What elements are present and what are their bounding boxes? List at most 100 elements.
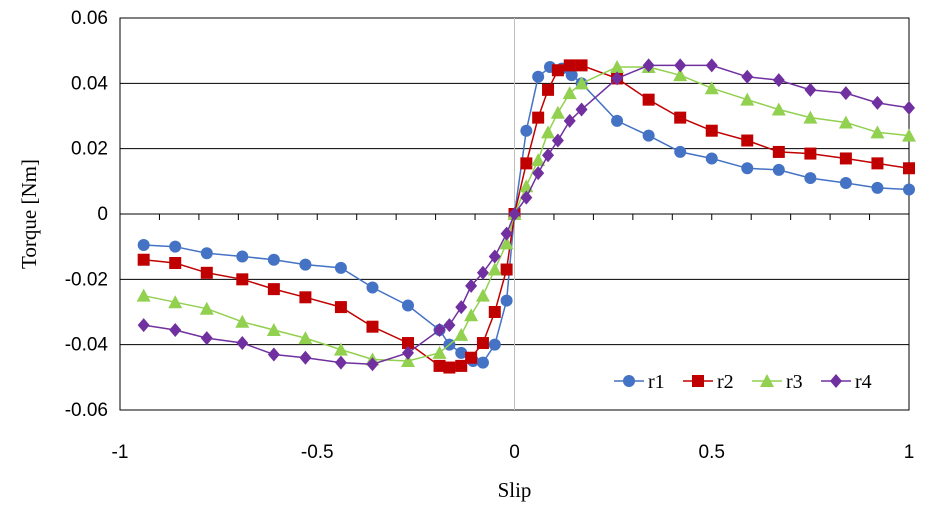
series-line-r3 [143, 66, 910, 362]
data-point-r2 [366, 320, 379, 333]
data-point-r4 [804, 82, 817, 97]
data-point-r2 [532, 111, 545, 124]
data-point-r4 [476, 265, 489, 280]
data-point-r1 [642, 129, 655, 142]
data-point-r4 [137, 318, 150, 333]
data-point-r4 [871, 95, 884, 110]
legend-label: r2 [717, 371, 734, 393]
axes: 0.06 0.04 0.02 0 -0.02 -0.04 -0.06-1 -0.5 0 0.5 1 [65, 8, 915, 463]
x-tick-label: 1 [904, 442, 915, 463]
y-tick-label: 0.06 [71, 8, 108, 29]
data-point-r2 [642, 93, 655, 106]
data-point-r3 [475, 288, 490, 302]
data-point-r3 [235, 314, 250, 328]
data-point-r3 [740, 92, 755, 106]
data-point-r1 [455, 346, 468, 359]
data-point-r4 [642, 58, 655, 73]
x-tick-label: 0.5 [699, 442, 725, 463]
data-point-r4 [366, 357, 379, 372]
data-point-r2 [169, 257, 182, 269]
data-point-r2 [200, 266, 213, 279]
data-point-r3 [298, 331, 313, 345]
legend-item-r2: r2 [683, 371, 734, 393]
data-point-r1 [488, 338, 501, 351]
legend: r1 r2 r3 r4 [614, 371, 872, 393]
data-point-r4 [169, 322, 182, 337]
data-point-r2 [476, 337, 489, 350]
series-r1 [137, 61, 915, 369]
y-tick-label: 0.02 [71, 139, 108, 160]
data-point-r2 [551, 64, 564, 77]
legend-label: r4 [855, 371, 872, 393]
data-point-r1 [520, 124, 533, 137]
data-point-r2 [903, 162, 915, 175]
data-point-r4 [551, 133, 564, 148]
data-point-r3 [168, 295, 183, 309]
data-point-r1 [137, 239, 150, 252]
series-r2 [137, 59, 915, 374]
data-point-r4 [433, 322, 446, 337]
data-point-r3 [803, 110, 818, 124]
data-point-r3 [541, 125, 556, 139]
data-point-r3 [838, 115, 853, 129]
series-r4 [137, 58, 915, 372]
x-tick-label: 0 [509, 442, 520, 463]
data-point-r1 [611, 114, 624, 127]
legend-item-r4: r4 [821, 371, 872, 393]
data-point-r1 [366, 281, 379, 294]
data-point-r4 [532, 166, 545, 181]
data-point-r4 [674, 58, 687, 73]
legend-item-r3: r3 [752, 371, 803, 393]
data-point-r4 [903, 100, 915, 115]
data-point-r2 [520, 157, 533, 170]
series-line-r1 [143, 66, 910, 364]
data-point-r2 [299, 291, 312, 304]
data-point-r1 [500, 294, 513, 307]
data-point-r2 [401, 337, 414, 350]
data-point-r4 [267, 347, 280, 362]
data-point-r1 [903, 183, 915, 196]
data-point-r2 [542, 83, 555, 96]
data-point-r3 [771, 102, 786, 116]
data-point-r3 [136, 288, 151, 302]
data-point-r3 [562, 86, 577, 100]
data-point-r2 [267, 283, 280, 296]
data-point-r2 [804, 147, 817, 160]
y-tick-label: -0.06 [65, 400, 108, 421]
data-point-r2 [575, 59, 588, 72]
data-point-r1 [772, 163, 785, 176]
data-point-r1 [169, 240, 182, 253]
legend-marker [760, 374, 774, 387]
data-point-r4 [488, 249, 501, 264]
data-point-r4 [520, 190, 533, 205]
data-point-r2 [741, 134, 754, 147]
series-line-r4 [143, 64, 910, 366]
data-point-r4 [465, 278, 478, 293]
data-point-r4 [443, 318, 456, 333]
data-point-r3 [574, 76, 589, 90]
data-point-r2 [674, 111, 687, 124]
data-point-r2 [465, 351, 478, 364]
data-point-r4 [236, 336, 249, 351]
data-point-r1 [401, 299, 414, 312]
x-tick-label: -1 [112, 442, 129, 463]
y-tick-label: -0.02 [65, 269, 108, 290]
data-point-r1 [476, 356, 489, 369]
data-point-r2 [500, 263, 513, 276]
data-point-r1 [705, 152, 718, 165]
data-point-r3 [610, 60, 625, 73]
series-line-r2 [143, 64, 910, 369]
data-point-r4 [508, 207, 521, 221]
data-point-r2 [488, 306, 501, 318]
data-point-r2 [137, 253, 150, 266]
legend-label: r3 [786, 371, 803, 393]
data-point-r1 [839, 176, 852, 189]
y-axis-title: Torque [Nm] [17, 159, 41, 269]
data-point-r1 [299, 258, 312, 271]
data-point-r1 [871, 181, 884, 194]
data-point-r4 [575, 102, 588, 117]
data-point-r4 [401, 345, 414, 360]
data-point-r4 [542, 148, 555, 163]
data-point-r3 [550, 105, 565, 119]
